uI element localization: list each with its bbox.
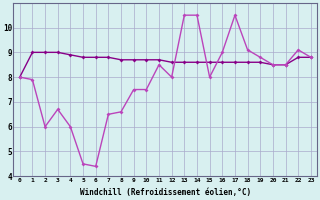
X-axis label: Windchill (Refroidissement éolien,°C): Windchill (Refroidissement éolien,°C) (80, 188, 251, 197)
